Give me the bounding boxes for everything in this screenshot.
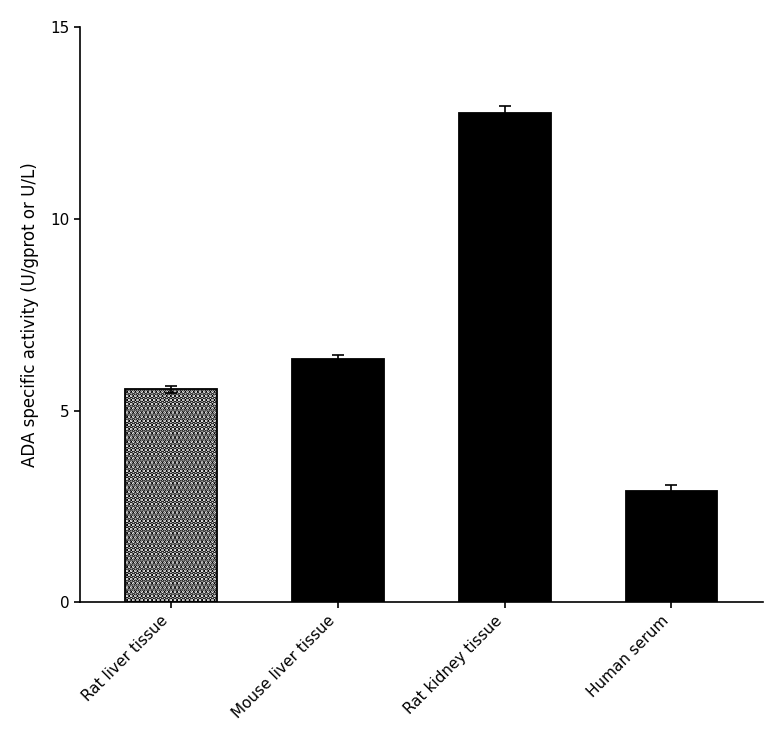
Bar	[626, 491, 717, 603]
Bar	[125, 390, 217, 603]
Y-axis label: ADA specific activity (U/gprot or U/L): ADA specific activity (U/gprot or U/L)	[21, 162, 39, 467]
Bar	[292, 359, 384, 603]
Bar	[459, 114, 550, 603]
